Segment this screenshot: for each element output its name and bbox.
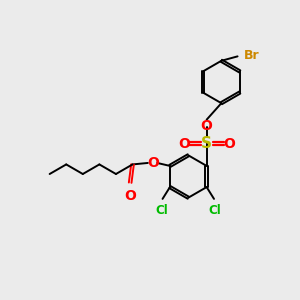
Text: Br: Br [243,49,259,62]
Text: O: O [147,156,159,170]
Text: Cl: Cl [208,204,221,217]
Text: Cl: Cl [155,204,168,217]
Text: O: O [224,137,235,151]
Text: O: O [178,137,190,151]
Text: O: O [201,118,213,133]
Text: S: S [201,136,212,151]
Text: O: O [124,189,136,202]
